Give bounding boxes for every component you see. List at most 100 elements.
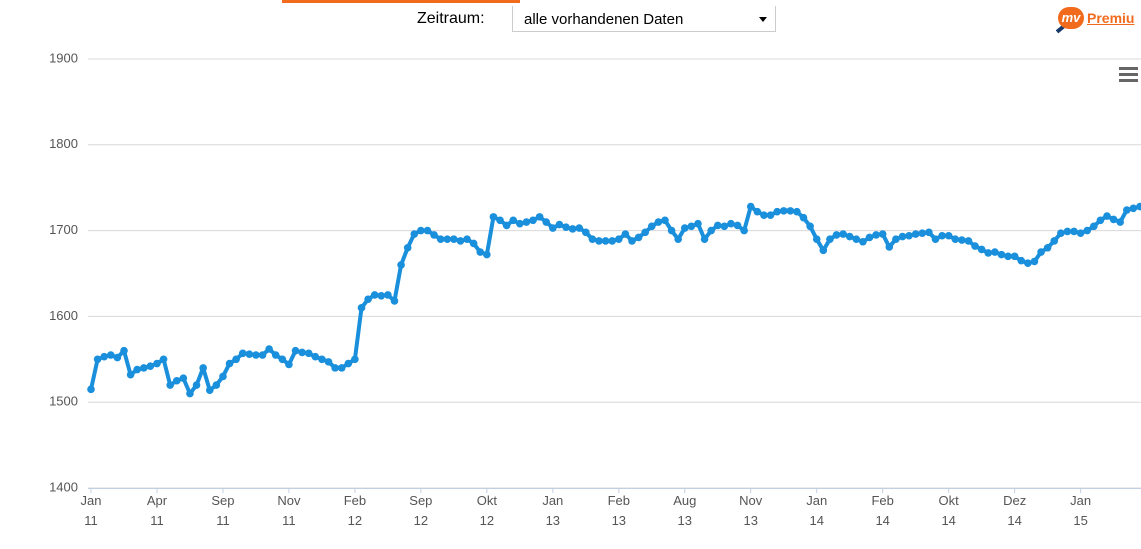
- point: [364, 295, 372, 304]
- point: [595, 237, 603, 245]
- point: [859, 237, 867, 246]
- point: [740, 226, 748, 235]
- point: [720, 222, 729, 231]
- point: [925, 228, 933, 237]
- point: [496, 216, 504, 225]
- point: [93, 355, 102, 364]
- point: [529, 216, 537, 225]
- point: [1030, 257, 1039, 266]
- point: [410, 230, 419, 238]
- point: [555, 220, 564, 229]
- point: [1037, 248, 1045, 256]
- point: [126, 370, 135, 379]
- x-tick-label: Nov 11: [277, 493, 301, 528]
- point: [489, 213, 498, 221]
- point: [845, 232, 854, 241]
- point: [938, 231, 946, 240]
- point: [760, 211, 768, 219]
- point: [971, 242, 979, 250]
- point: [476, 248, 485, 256]
- point: [258, 351, 267, 359]
- point: [680, 224, 689, 232]
- point: [344, 359, 353, 368]
- point: [614, 235, 623, 243]
- point: [958, 236, 966, 244]
- point: [318, 355, 326, 364]
- point: [146, 362, 155, 370]
- point: [944, 231, 953, 240]
- point: [212, 381, 221, 389]
- point: [549, 224, 557, 232]
- x-tick-label: Jan 11: [80, 493, 102, 528]
- point: [87, 385, 95, 394]
- logo-mv: mv: [1058, 7, 1084, 29]
- point: [245, 350, 254, 358]
- point: [225, 359, 234, 368]
- point: [634, 233, 643, 242]
- point: [516, 219, 524, 228]
- point: [872, 231, 880, 239]
- point: [159, 355, 168, 364]
- point: [186, 389, 194, 398]
- point: [403, 243, 412, 252]
- point: [641, 228, 649, 237]
- x-tick-label: Dez 14: [1003, 493, 1027, 528]
- point: [133, 365, 141, 374]
- point: [674, 235, 682, 243]
- y-tick-label: 1800: [49, 136, 78, 151]
- point: [647, 222, 656, 231]
- point: [667, 226, 676, 235]
- point: [839, 230, 847, 238]
- point: [298, 348, 306, 357]
- x-tick-label: Aug 13: [673, 493, 697, 528]
- point: [991, 248, 999, 256]
- point: [766, 211, 775, 219]
- point: [1050, 237, 1059, 245]
- point: [588, 235, 597, 243]
- point: [1063, 227, 1072, 236]
- point: [582, 228, 590, 237]
- x-tick-label: Sep 12: [409, 493, 433, 528]
- point: [423, 226, 432, 235]
- point: [331, 364, 339, 372]
- point: [713, 221, 722, 230]
- point: [384, 291, 392, 299]
- point: [199, 364, 207, 372]
- point: [806, 222, 814, 231]
- point: [661, 216, 669, 225]
- point: [469, 239, 478, 248]
- logo[interactable]: mv Premiu: [1056, 4, 1141, 38]
- point: [918, 229, 927, 237]
- point: [931, 235, 940, 243]
- point: [654, 218, 663, 226]
- point: [113, 353, 122, 362]
- point: [397, 261, 405, 269]
- point: [562, 223, 570, 231]
- point: [1109, 215, 1118, 224]
- point: [153, 359, 161, 368]
- point: [166, 381, 174, 389]
- x-tick-label: Okt 12: [476, 493, 497, 528]
- point: [1136, 202, 1141, 211]
- point: [271, 351, 280, 359]
- x-tick-label: Feb 13: [607, 493, 630, 528]
- point: [542, 218, 551, 226]
- y-tick-label: 1400: [49, 479, 78, 494]
- chart-menu-button[interactable]: [1119, 67, 1138, 85]
- point: [139, 364, 148, 372]
- point: [179, 374, 188, 382]
- point: [205, 386, 214, 394]
- period-select[interactable]: alle vorhandenen Daten: [512, 6, 776, 32]
- point: [568, 225, 577, 233]
- point: [483, 250, 491, 259]
- point: [832, 231, 841, 239]
- point: [106, 351, 115, 359]
- point: [324, 358, 333, 366]
- point: [285, 360, 293, 369]
- x-tick-label: Nov 13: [739, 493, 763, 528]
- point: [793, 207, 801, 216]
- point: [885, 243, 894, 251]
- point: [911, 230, 920, 238]
- point: [905, 231, 913, 240]
